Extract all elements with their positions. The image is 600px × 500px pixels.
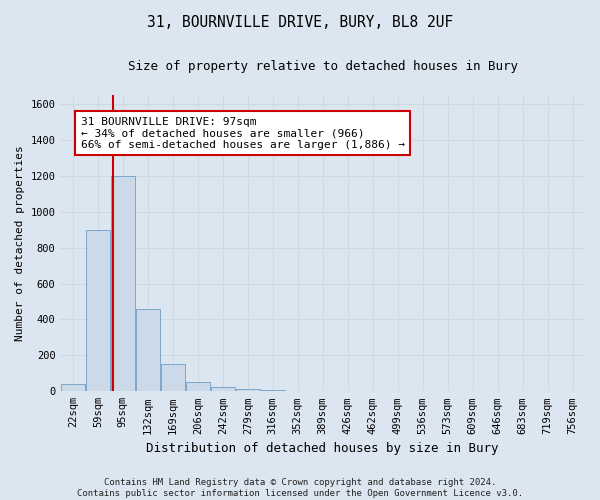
- Y-axis label: Number of detached properties: Number of detached properties: [15, 146, 25, 341]
- X-axis label: Distribution of detached houses by size in Bury: Distribution of detached houses by size …: [146, 442, 499, 455]
- Bar: [236, 388, 260, 392]
- Bar: [161, 364, 185, 392]
- Title: Size of property relative to detached houses in Bury: Size of property relative to detached ho…: [128, 60, 518, 73]
- Bar: [136, 308, 160, 392]
- Text: 31 BOURNVILLE DRIVE: 97sqm
← 34% of detached houses are smaller (966)
66% of sem: 31 BOURNVILLE DRIVE: 97sqm ← 34% of deta…: [81, 116, 405, 150]
- Bar: [111, 176, 135, 392]
- Bar: [86, 230, 110, 392]
- Bar: [261, 390, 284, 392]
- Text: 31, BOURNVILLE DRIVE, BURY, BL8 2UF: 31, BOURNVILLE DRIVE, BURY, BL8 2UF: [147, 15, 453, 30]
- Bar: [61, 384, 85, 392]
- Bar: [186, 382, 209, 392]
- Bar: [211, 387, 235, 392]
- Text: Contains HM Land Registry data © Crown copyright and database right 2024.
Contai: Contains HM Land Registry data © Crown c…: [77, 478, 523, 498]
